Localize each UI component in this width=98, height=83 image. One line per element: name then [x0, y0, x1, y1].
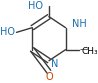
Text: HO: HO	[28, 1, 43, 11]
Text: —: —	[79, 45, 88, 54]
Text: N: N	[51, 59, 59, 69]
Text: NH: NH	[72, 20, 86, 29]
Text: CH₃: CH₃	[81, 47, 98, 56]
Text: O: O	[45, 72, 53, 82]
Text: HO: HO	[0, 27, 15, 37]
